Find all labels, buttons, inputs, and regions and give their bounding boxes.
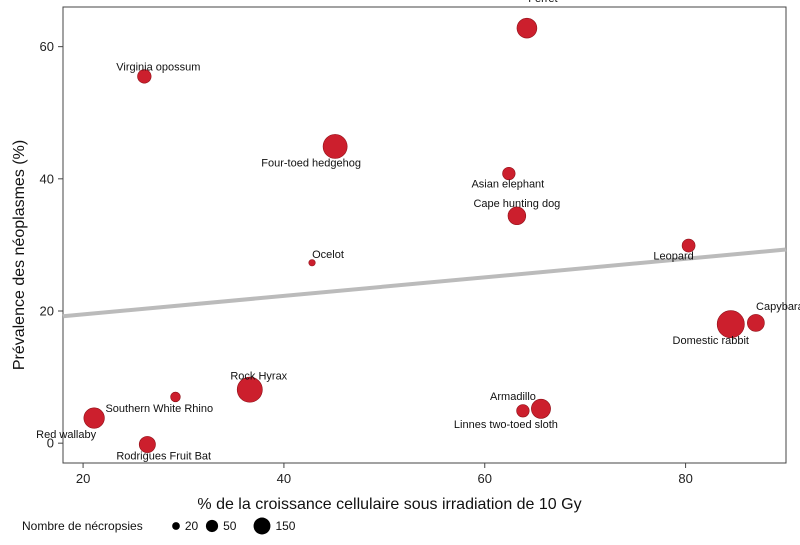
point-label: Rock Hyrax: [230, 371, 287, 383]
legend-title: Nombre de nécropsies: [22, 519, 143, 533]
y-tick-label: 40: [40, 171, 54, 186]
point-leopard: [681, 238, 696, 253]
point-linnes-two-toed-sloth: [516, 404, 530, 418]
legend-size-marker: [205, 519, 219, 533]
point-label: Four-toed hedgehog: [261, 157, 361, 169]
x-tick-label: 80: [678, 471, 692, 486]
legend-size-label: 50: [223, 519, 237, 533]
point-ferret: [516, 17, 538, 39]
point-label: Red wallaby: [36, 429, 96, 441]
point-domestic-rabbit: [716, 310, 745, 339]
point-label: Capybara: [756, 301, 800, 313]
legend-size-marker: [253, 517, 271, 535]
point-label: Armadillo: [490, 391, 536, 403]
point-label: Southern White Rhino: [105, 403, 213, 415]
point-southern-white-rhino: [170, 391, 181, 403]
point-capybara: [747, 314, 765, 332]
y-tick-label: 60: [40, 39, 54, 54]
point-label: Ferret: [528, 0, 557, 5]
x-tick-label: 60: [478, 471, 492, 486]
point-cape-hunting-dog: [507, 206, 527, 226]
legend-size-label: 20: [185, 519, 199, 533]
point-red-wallaby: [83, 407, 105, 429]
point-ocelot: [308, 259, 316, 267]
point-label: Leopard: [653, 251, 693, 263]
x-axis-title: % de la croissance cellulaire sous irrad…: [197, 496, 581, 513]
trend-line: [62, 247, 787, 319]
point-four-toed-hedgehog: [322, 134, 348, 159]
point-virginia-opossum: [137, 69, 152, 84]
legend-size-label: 150: [275, 519, 295, 533]
plot-frame: [62, 6, 787, 464]
y-tick-label: 20: [40, 304, 54, 319]
point-label: Ocelot: [312, 249, 344, 261]
point-label: Rodrigues Fruit Bat: [116, 450, 211, 462]
point-label: Cape hunting dog: [473, 198, 560, 210]
x-tick-label: 40: [277, 471, 291, 486]
point-rodrigues-fruit-bat: [138, 436, 156, 453]
point-label: Virginia opossum: [116, 61, 200, 73]
point-asian-elephant: [502, 166, 516, 181]
x-tick-label: 20: [76, 471, 90, 486]
y-axis-title: Prévalence des néoplasmes (%): [11, 140, 28, 370]
point-label: Domestic rabbit: [673, 335, 749, 347]
y-tick-label: 0: [47, 436, 54, 451]
legend-size-marker: [172, 522, 180, 530]
point-label: Linnes two-toed sloth: [454, 419, 558, 431]
point-label: Asian elephant: [471, 179, 544, 191]
point-armadillo: [531, 398, 551, 419]
point-rock-hyrax: [236, 376, 263, 403]
